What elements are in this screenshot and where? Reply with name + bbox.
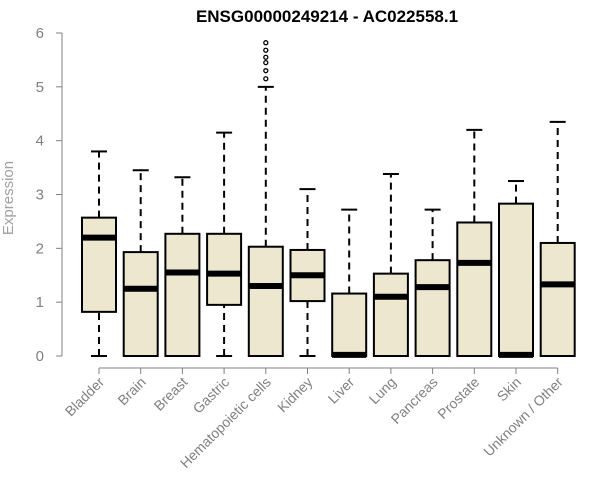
x-tick-label-0: Bladder	[62, 374, 108, 420]
box-6	[331, 292, 368, 358]
box-8	[414, 259, 451, 357]
x-tick-label-10: Skin	[494, 374, 525, 405]
outlier-4-0	[263, 76, 269, 82]
box-group-3	[206, 131, 243, 357]
y-tick-label-6: 6	[36, 25, 44, 42]
y-tick-label-5: 5	[36, 79, 44, 96]
box-group-2	[164, 176, 201, 358]
y-axis: 0 1 2 3 4 5 6	[36, 25, 63, 365]
box-group-11	[539, 120, 576, 357]
x-tick-label-6: Liver	[325, 374, 358, 407]
box-9	[456, 221, 493, 357]
box-group-4	[247, 40, 284, 358]
x-tick-label-7: Lung	[366, 374, 399, 407]
outlier-4-4	[263, 47, 269, 53]
box-3	[206, 232, 243, 306]
box-0	[81, 216, 117, 313]
y-tick-label-0: 0	[36, 348, 44, 365]
box-4	[247, 245, 284, 358]
box-11	[539, 241, 576, 357]
outlier-4-1	[263, 68, 269, 74]
y-tick-label-1: 1	[36, 294, 44, 311]
x-tick-label-2: Breast	[151, 374, 191, 414]
outlier-4-3	[263, 54, 269, 60]
plot-area	[81, 40, 576, 358]
x-tick-label-9: Prostate	[434, 374, 482, 422]
box-group-9	[456, 128, 493, 357]
box-group-0	[81, 150, 117, 357]
chart-title: ENSG00000249214 - AC022558.1	[196, 7, 458, 26]
box-7	[372, 272, 409, 358]
y-tick-label-4: 4	[36, 133, 44, 150]
box-group-10	[498, 180, 534, 358]
y-tick-label-2: 2	[36, 240, 44, 257]
outlier-4-2	[263, 59, 269, 66]
x-tick-label-11: Unknown / Other	[480, 374, 566, 460]
box-group-7	[372, 173, 409, 358]
box-group-6	[331, 208, 368, 358]
box-group-5	[289, 188, 326, 357]
box-2	[164, 232, 201, 358]
box-group-1	[122, 169, 159, 357]
y-axis-title: Expression	[0, 161, 17, 235]
box-10	[498, 202, 534, 357]
x-tick-label-1: Brain	[114, 374, 148, 408]
box-group-8	[414, 208, 451, 357]
y-tick-label-3: 3	[36, 187, 44, 204]
x-tick-label-5: Kidney	[274, 374, 316, 416]
outlier-4-5	[263, 40, 269, 46]
box-1	[122, 251, 159, 357]
